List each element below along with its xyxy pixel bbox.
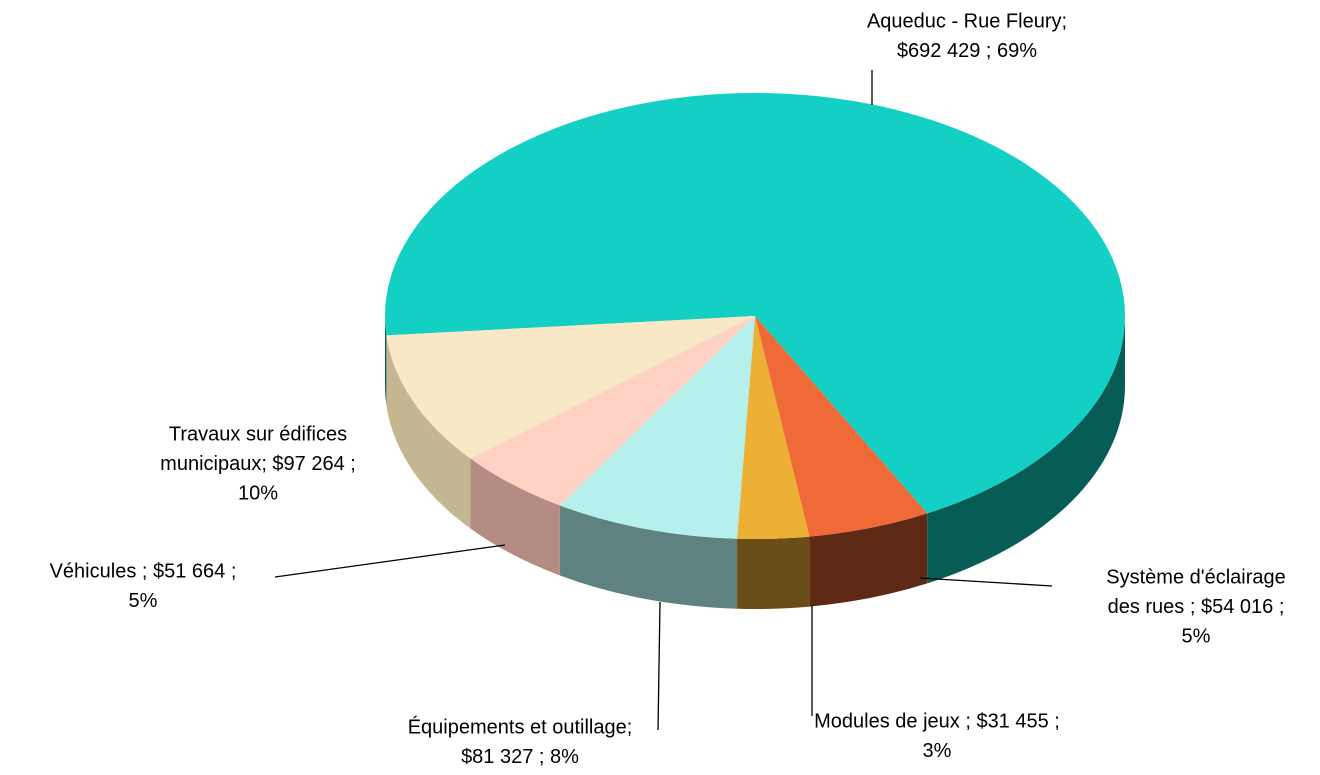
pie-slice: [470, 316, 755, 506]
labels: Aqueduc - Rue Fleury; $692 429 ; 69% Systè…: [50, 10, 1286, 768]
leader-line: [274, 544, 506, 578]
pie-side: [385, 316, 387, 406]
data-label: 5%: [1182, 625, 1211, 647]
data-label: 3%: [923, 740, 952, 762]
pie-slice: [385, 92, 1125, 514]
leader-line: [657, 601, 661, 731]
data-label: 10%: [238, 482, 278, 504]
data-label: municipaux; $97 264 ;: [160, 453, 356, 475]
pie-tops: [385, 92, 1125, 539]
leader-line: [919, 577, 1053, 587]
data-label: $81 327 ; 8%: [461, 746, 579, 768]
data-label: $692 429 ; 69%: [897, 40, 1037, 62]
pie-side: [809, 513, 928, 607]
pie-side: [737, 536, 810, 609]
data-label: 5%: [129, 590, 158, 612]
pie-slice: [559, 316, 755, 539]
data-label: Équipements et outillage;: [408, 715, 633, 738]
data-label: Système d'éclairage: [1106, 566, 1285, 588]
data-label: Véhicules ; $51 664 ;: [50, 560, 237, 582]
pie-sides: [385, 316, 1125, 609]
pie-slice: [737, 316, 810, 539]
data-label: des rues ; $54 016 ;: [1108, 596, 1285, 618]
pie-slice: [755, 316, 928, 537]
pie-side: [470, 458, 560, 576]
pie-side: [559, 505, 738, 609]
pie-slice: [386, 316, 755, 459]
pie-side: [927, 316, 1125, 584]
data-label: Travaux sur édifices: [169, 423, 347, 445]
data-label: Modules de jeux ; $31 455 ;: [814, 710, 1060, 732]
pie-side: [386, 335, 471, 529]
data-label: Aqueduc - Rue Fleury;: [867, 10, 1067, 32]
